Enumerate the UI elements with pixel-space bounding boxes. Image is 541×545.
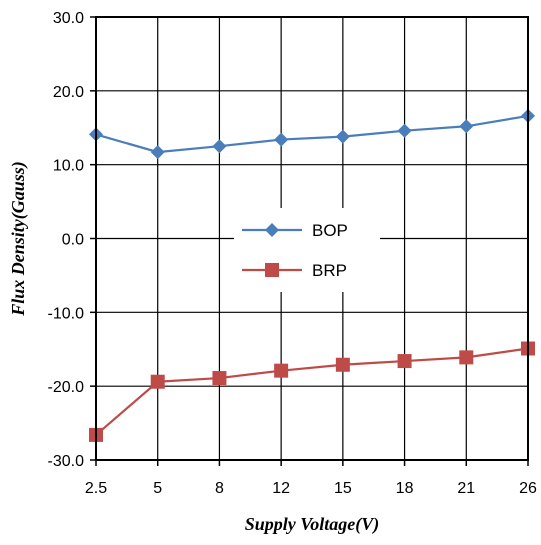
x-tick-label: 18 <box>396 480 414 497</box>
legend-label: BOP <box>312 221 348 240</box>
x-axis-tick-labels: 2.5 5 8 12 15 18 21 26 <box>85 460 537 497</box>
y-tick-label: 10.0 <box>53 158 84 175</box>
y-axis-tick-labels: 30.0 20.0 10.0 0.0 -10.0 -20.0 -30.0 <box>48 10 96 470</box>
data-point-brp <box>212 371 227 386</box>
y-tick-label: 20.0 <box>53 84 84 101</box>
legend-label: BRP <box>312 261 347 280</box>
legend-background <box>234 208 380 292</box>
x-tick-label: 15 <box>334 480 352 497</box>
series-line-bop <box>95 114 529 154</box>
x-tick-label: 2.5 <box>85 480 107 497</box>
data-point-bop <box>212 139 227 154</box>
legend-marker <box>265 263 279 277</box>
x-tick-label: 21 <box>457 480 475 497</box>
series-bop <box>89 108 535 160</box>
data-point-brp <box>335 357 350 372</box>
legend-marker <box>265 223 279 237</box>
data-point-brp <box>150 374 165 389</box>
x-tick-label: 26 <box>519 480 537 497</box>
legend-item-brp: BRP <box>242 261 347 280</box>
x-tick-label: 8 <box>215 480 224 497</box>
data-point-bop <box>335 129 350 144</box>
y-axis-title: Flux Density(Gauss) <box>8 161 29 317</box>
x-tick-label: 12 <box>272 480 290 497</box>
data-point-bop <box>274 132 289 147</box>
data-point-brp <box>397 354 412 369</box>
data-point-bop <box>150 145 165 160</box>
y-tick-label: 0.0 <box>62 232 84 249</box>
legend-item-bop: BOP <box>242 221 348 240</box>
y-tick-label: 30.0 <box>53 10 84 27</box>
data-point-brp <box>274 363 289 378</box>
gridlines <box>95 16 529 461</box>
y-tick-label: -20.0 <box>48 379 85 396</box>
series-line-brp <box>95 347 529 436</box>
data-point-bop <box>397 123 412 138</box>
x-tick-label: 5 <box>153 480 162 497</box>
y-tick-label: -10.0 <box>48 305 85 322</box>
data-point-brp <box>459 350 474 365</box>
x-axis-title: Supply Voltage(V) <box>245 514 380 535</box>
series-layer <box>89 108 535 442</box>
y-tick-label: -30.0 <box>48 453 85 470</box>
legend: BOP BRP <box>234 208 380 292</box>
series-brp <box>89 341 535 442</box>
data-point-bop <box>459 119 474 134</box>
